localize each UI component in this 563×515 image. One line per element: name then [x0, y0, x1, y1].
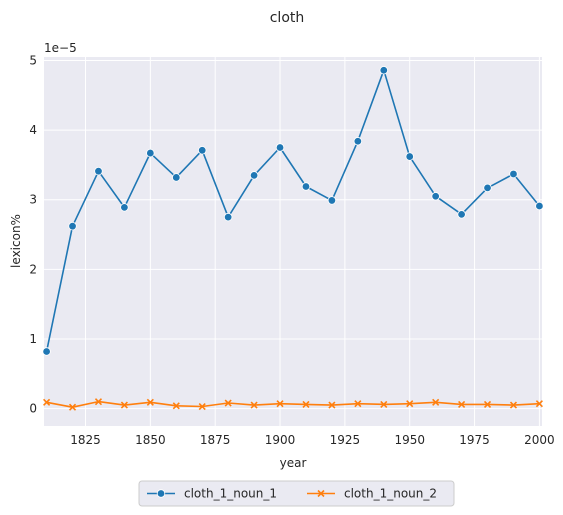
data-point: [405, 152, 414, 161]
x-tick-labels: 1825 1850 1875 1900 1925 1950 1975 2000: [70, 433, 554, 447]
legend-label: cloth_1_noun_1: [184, 487, 277, 501]
data-point: [276, 400, 284, 408]
legend-label: cloth_1_noun_2: [344, 487, 437, 501]
data-point: [249, 171, 259, 180]
y-tick-label: 5: [29, 53, 37, 67]
y-tick-label: 3: [29, 193, 37, 207]
data-point: [458, 400, 466, 408]
data-point: [483, 183, 492, 193]
series-cloth_1_noun_2: [43, 398, 543, 411]
data-point: [327, 196, 337, 205]
data-point: [224, 399, 232, 407]
plot-area: [44, 57, 542, 426]
x-tick-label: 1850: [135, 433, 166, 447]
data-point: [172, 173, 181, 182]
data-point: [353, 137, 363, 146]
x-tick-label: 1900: [265, 433, 296, 447]
data-point: [120, 203, 129, 212]
data-point: [432, 398, 440, 406]
x-tick-label: 1825: [70, 433, 101, 447]
y-tick-labels: 0 1 2 3 4 5: [29, 53, 37, 415]
x-tick-label: 2000: [524, 433, 555, 447]
y-offset-label: 1e−5: [44, 41, 77, 55]
series-line: [46, 400, 540, 409]
data-point: [120, 401, 128, 409]
data-point: [42, 347, 51, 356]
data-point: [43, 398, 51, 406]
data-point: [509, 401, 518, 409]
x-tick-label: 1950: [394, 433, 425, 447]
data-point: [380, 400, 388, 408]
data-point: [483, 400, 492, 408]
data-point: [172, 402, 180, 410]
data-point: [302, 400, 310, 408]
legend-marker: [317, 489, 325, 498]
data-point: [68, 221, 77, 231]
legend-box: [138, 480, 455, 507]
series-line: [45, 69, 541, 352]
data-point: [68, 403, 77, 411]
y-tick-label: 2: [29, 262, 37, 276]
data-point: [94, 398, 103, 406]
data-point: [457, 210, 466, 219]
data-point: [275, 143, 285, 152]
data-point: [406, 400, 414, 408]
data-point: [146, 148, 155, 158]
series-cloth_1_noun_1: [42, 66, 544, 356]
data-point: [328, 401, 336, 409]
y-tick-label: 4: [29, 123, 37, 137]
data-point: [198, 146, 207, 155]
data-point: [535, 400, 543, 408]
data-point: [94, 166, 103, 176]
x-tick-label: 1975: [459, 433, 490, 447]
y-tick-label: 0: [29, 402, 37, 416]
legend: cloth_1_noun_1 cloth_1_noun_2: [138, 480, 455, 507]
chart-title: cloth: [270, 10, 305, 26]
data-point: [354, 400, 362, 408]
data-point: [146, 398, 154, 406]
y-axis-label: lexicon%: [9, 214, 23, 268]
x-tick-label: 1925: [330, 433, 361, 447]
grid: [44, 57, 542, 426]
data-point: [301, 182, 311, 191]
data-point: [509, 169, 518, 179]
series-layer: [42, 66, 544, 411]
data-point: [379, 66, 388, 75]
legend-marker: [156, 489, 166, 498]
y-tick-label: 1: [29, 332, 37, 346]
data-point: [535, 201, 544, 211]
data-point: [431, 192, 440, 201]
x-axis-label: year: [280, 456, 307, 470]
data-point: [250, 401, 258, 409]
data-point: [198, 402, 206, 411]
data-point: [223, 212, 233, 222]
x-tick-label: 1875: [200, 433, 231, 447]
